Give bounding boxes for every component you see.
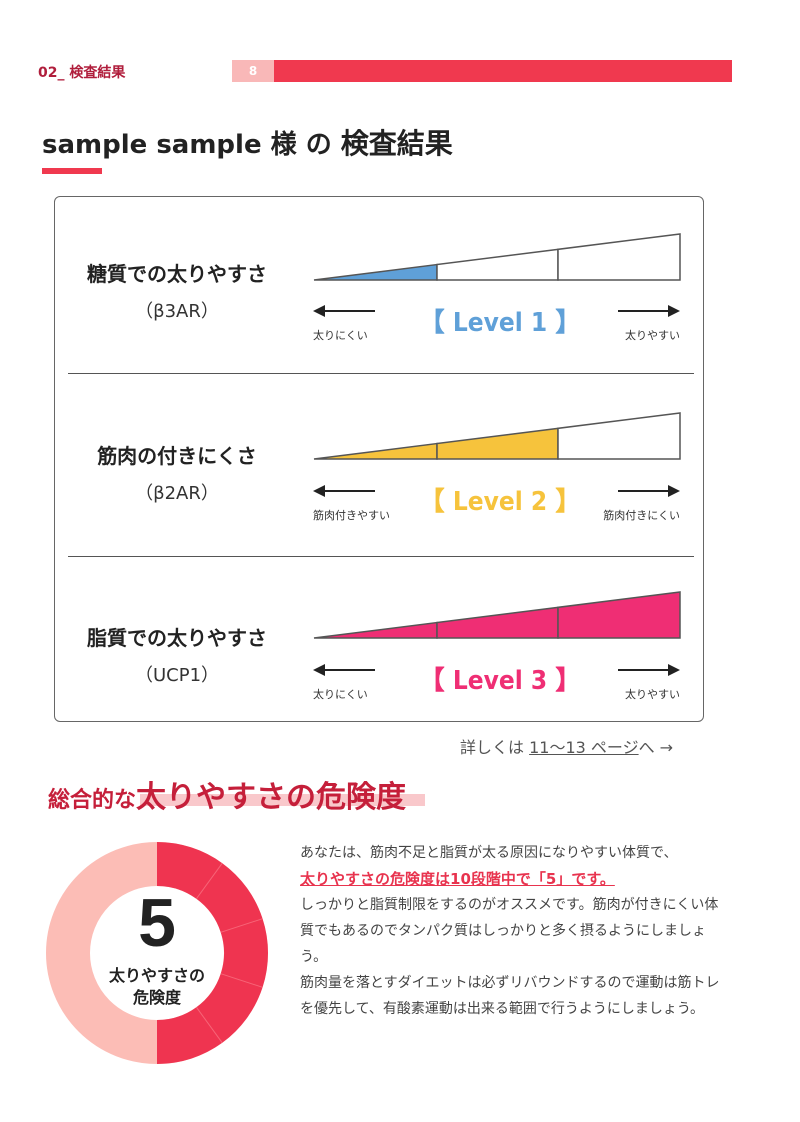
donut-segment xyxy=(195,972,263,1043)
result-row-2-label: 筋肉の付きにくさ （β2AR） xyxy=(60,440,294,505)
text-body-1: しっかりと脂質制限をするのがオススメです。筋肉が付きにくい体質でもあるのでタンパ… xyxy=(300,897,719,965)
arrow-right-icon xyxy=(618,664,680,676)
text-body-2: 筋肉量を落とすダイエットは必ずリバウンドするので運動は筋トレを優先して、有酸素運… xyxy=(300,975,720,1017)
result-name: 糖質での太りやすさ xyxy=(87,262,267,286)
level-meter-2 xyxy=(313,412,681,460)
header-bar xyxy=(274,60,732,82)
section-label: 02_ 検査結果 xyxy=(38,65,126,81)
donut-segment xyxy=(156,1006,223,1064)
result-gene: （β3AR） xyxy=(135,301,219,322)
level-text-1: 【 Level 1 】 xyxy=(418,308,582,338)
title-underline xyxy=(42,168,102,174)
risk-description: あなたは、筋肉不足と脂質が太る原因になりやすい体質で、 太りやすさの危険度は10… xyxy=(300,840,720,1022)
level-meter-3 xyxy=(313,591,681,639)
row-divider xyxy=(68,556,694,557)
donut-label-line-2: 危険度 xyxy=(133,988,182,1007)
arrow-left-icon xyxy=(313,305,375,317)
meter-segment-2 xyxy=(436,427,559,460)
risk-heading: 総合的な太りやすさの危険度 xyxy=(48,772,406,816)
meter-segment-1 xyxy=(313,263,438,281)
risk-heading-small: 総合的な xyxy=(48,788,137,813)
detail-page-link[interactable]: 詳しくは 11〜13 ページへ → xyxy=(460,734,673,758)
caption-right: 筋肉付きにくい xyxy=(603,509,680,522)
donut-separator xyxy=(220,973,263,988)
meter-segment-3 xyxy=(557,591,681,639)
result-gene: （β2AR） xyxy=(135,483,219,504)
detail-link-suffix: へ → xyxy=(638,738,674,757)
donut-segment xyxy=(195,863,263,934)
arrow-right-icon xyxy=(618,485,680,497)
level-text-2: 【 Level 2 】 xyxy=(418,487,582,517)
donut-separator xyxy=(195,1006,223,1044)
caption-left: 太りにくい xyxy=(313,329,368,342)
arrow-left-icon xyxy=(313,485,375,497)
meter-segment-1 xyxy=(313,621,438,639)
level-meter-1 xyxy=(313,233,681,281)
heading-highlight xyxy=(140,794,425,806)
title-prefix: sample sample 様 の xyxy=(42,130,341,160)
text-emphasis: 太りやすさの危険度は10段階中で「5」です。 xyxy=(300,870,615,888)
donut-segment xyxy=(156,842,223,900)
meter-segment-3 xyxy=(557,412,681,460)
donut-label-line-1: 太りやすさの xyxy=(108,966,205,985)
meter-segment-2 xyxy=(436,606,559,639)
arrow-left-icon xyxy=(313,664,375,676)
caption-right: 太りやすい xyxy=(625,688,680,701)
row-divider xyxy=(68,373,694,374)
risk-score: 5 xyxy=(138,885,176,961)
result-row-3-label: 脂質での太りやすさ （UCP1） xyxy=(60,622,294,687)
detail-link-pages[interactable]: 11〜13 ページ xyxy=(529,738,639,757)
arrow-right-icon xyxy=(618,305,680,317)
text-intro: あなたは、筋肉不足と脂質が太る原因になりやすい体質で、 xyxy=(300,845,678,861)
meter-segment-2 xyxy=(436,248,559,281)
detail-link-prefix: 詳しくは xyxy=(460,738,530,757)
donut-separator xyxy=(220,918,263,933)
risk-heading-large: 太りやすさの危険度 xyxy=(136,780,407,815)
result-name: 筋肉の付きにくさ xyxy=(97,444,257,468)
result-name: 脂質での太りやすさ xyxy=(87,626,267,650)
donut-separator xyxy=(195,862,223,900)
meter-segment-3 xyxy=(557,233,681,281)
caption-right: 太りやすい xyxy=(625,329,680,342)
meter-segment-1 xyxy=(313,442,438,460)
level-text-3: 【 Level 3 】 xyxy=(418,666,582,696)
page-number: 8 xyxy=(232,60,274,82)
donut-segment xyxy=(220,918,268,988)
risk-donut-chart: 5 太りやすさの 危険度 xyxy=(46,842,268,1064)
result-gene: （UCP1） xyxy=(134,665,220,686)
caption-left: 太りにくい xyxy=(313,688,368,701)
result-row-1-label: 糖質での太りやすさ （β3AR） xyxy=(60,258,294,323)
caption-left: 筋肉付きやすい xyxy=(313,509,390,522)
page-title: sample sample 様 の 検査結果 xyxy=(42,122,453,162)
results-panel xyxy=(54,196,704,722)
title-main: 検査結果 xyxy=(340,127,453,160)
